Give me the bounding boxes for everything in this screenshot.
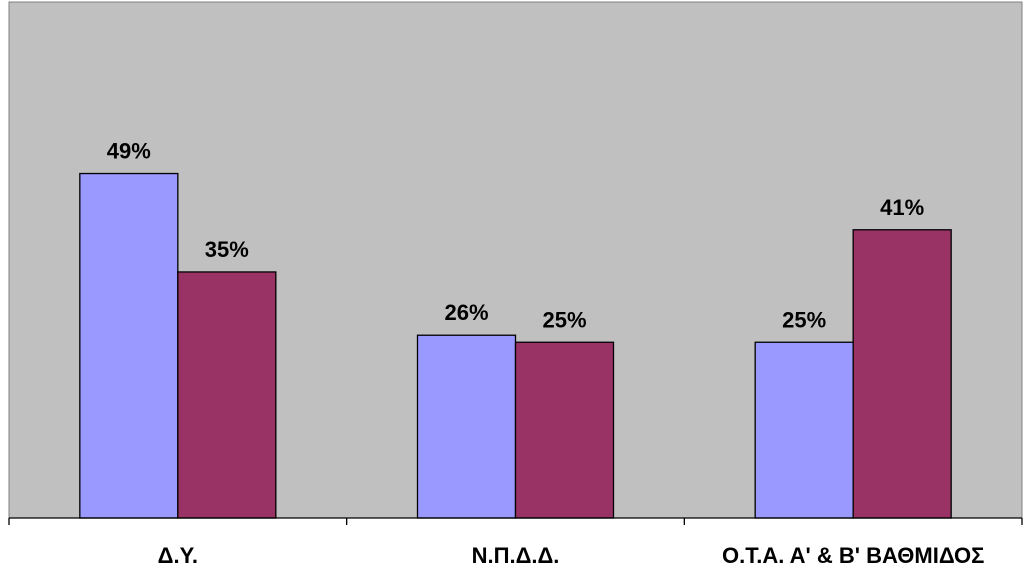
- bar-series-2-cat-3: [852, 229, 952, 519]
- bar-series-1-cat-2: [416, 334, 517, 519]
- data-label: 35%: [205, 237, 249, 262]
- data-label: 25%: [542, 307, 586, 332]
- x-category-label: Δ.Υ.: [158, 543, 198, 568]
- x-category-label: Ν.Π.Δ.Δ.: [472, 543, 560, 568]
- data-label: 26%: [444, 300, 488, 325]
- x-category-label: Ο.Τ.Α. Α' & Β' ΒΑΘΜΙΔΟΣ: [722, 543, 984, 568]
- data-label: 25%: [782, 307, 826, 332]
- bar-series-2-cat-2: [514, 341, 615, 519]
- data-label: 41%: [880, 195, 924, 220]
- data-label: 49%: [107, 139, 151, 164]
- bar-series-1-cat-1: [79, 172, 179, 519]
- bar-series-2-cat-1: [177, 271, 277, 519]
- bar-series-1-cat-3: [754, 341, 854, 519]
